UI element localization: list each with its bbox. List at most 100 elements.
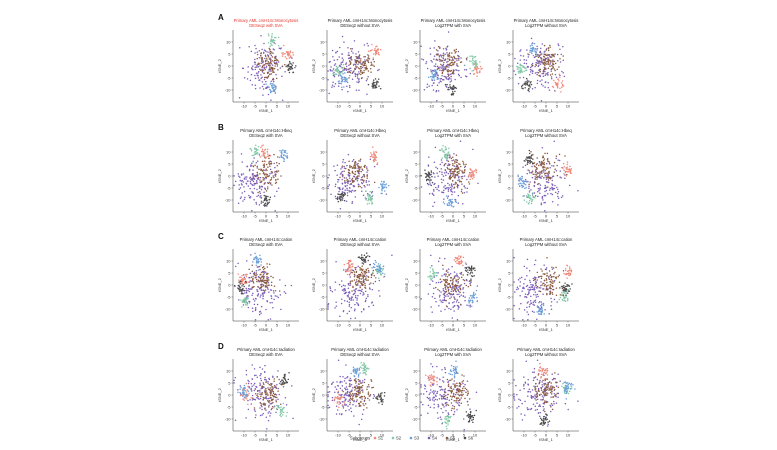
- point-s4: [447, 172, 450, 175]
- point-s5: [348, 77, 350, 79]
- point-s4: [536, 73, 538, 76]
- point-s5: [271, 407, 273, 410]
- point-s6: [342, 193, 344, 196]
- point-s2: [520, 67, 522, 70]
- point-s5: [533, 165, 536, 167]
- point-s5: [257, 393, 259, 395]
- point-s4: [353, 175, 355, 178]
- point-s4: [464, 75, 467, 77]
- point-s2: [254, 152, 257, 155]
- point-s5: [543, 173, 546, 175]
- point-s5: [542, 58, 545, 61]
- y-axis-label: tSNE_2: [217, 387, 222, 402]
- point-s3: [269, 91, 272, 94]
- point-s6: [238, 285, 241, 288]
- point-s5: [260, 283, 263, 286]
- point-s4: [270, 297, 273, 300]
- point-s3: [540, 313, 543, 315]
- point-s5: [452, 69, 455, 71]
- point-s2: [518, 72, 520, 74]
- point-s4: [433, 194, 435, 196]
- point-s2: [371, 198, 373, 201]
- point-s4: [463, 192, 466, 194]
- point-s4: [444, 53, 446, 56]
- point-s4: [251, 385, 253, 387]
- point-s4: [535, 62, 538, 64]
- point-s5: [449, 297, 451, 300]
- point-s4: [346, 189, 348, 191]
- point-s5: [542, 72, 545, 75]
- point-s6: [291, 67, 293, 69]
- point-s5: [542, 169, 544, 172]
- point-s5: [552, 165, 555, 167]
- point-s3: [268, 86, 270, 88]
- point-s5: [553, 275, 555, 278]
- point-s5: [281, 65, 284, 68]
- point-s5: [277, 59, 279, 62]
- point-s2: [368, 193, 371, 196]
- point-s4: [523, 282, 525, 285]
- point-s1: [245, 398, 248, 400]
- point-s4: [348, 86, 351, 89]
- point-s1: [565, 267, 567, 270]
- point-s4: [532, 196, 535, 198]
- point-s1: [374, 155, 377, 157]
- point-s3: [431, 73, 433, 75]
- point-s4: [525, 62, 528, 65]
- point-s5: [457, 65, 459, 67]
- point-s4: [433, 172, 435, 175]
- x-tick-label: -10: [241, 433, 248, 438]
- point-s5: [546, 257, 548, 259]
- point-s4: [329, 287, 332, 289]
- point-s5: [264, 182, 266, 185]
- y-tick-label: -5: [227, 294, 231, 299]
- point-s2: [472, 55, 474, 58]
- y-tick-label: -5: [321, 75, 325, 80]
- point-s5: [345, 167, 347, 170]
- point-s4: [538, 64, 540, 67]
- point-s3: [271, 87, 274, 90]
- point-s4: [342, 161, 344, 163]
- point-s5: [351, 280, 354, 282]
- point-s5: [270, 389, 272, 392]
- point-s6: [241, 288, 243, 291]
- point-s5: [265, 283, 268, 285]
- point-s4: [447, 163, 450, 165]
- point-s3: [525, 184, 527, 186]
- y-tick-label: 0: [415, 63, 418, 68]
- point-s5: [539, 173, 541, 175]
- point-s4: [339, 173, 342, 175]
- point-s2: [431, 277, 433, 279]
- point-s5: [457, 278, 459, 281]
- point-s4: [370, 191, 373, 194]
- point-s5: [468, 181, 470, 183]
- x-tick-label: 5: [556, 104, 559, 109]
- point-s3: [542, 304, 545, 307]
- point-s5: [358, 173, 360, 175]
- point-s1: [373, 154, 376, 157]
- point-s5: [264, 188, 267, 190]
- point-s4: [453, 165, 456, 167]
- point-s4: [443, 186, 445, 188]
- point-s4: [253, 198, 255, 201]
- point-s5: [262, 268, 265, 271]
- point-s5: [539, 54, 542, 56]
- point-s4: [250, 182, 252, 185]
- point-s5: [543, 163, 546, 166]
- point-s5: [444, 66, 447, 68]
- point-s5: [361, 71, 364, 74]
- point-s2: [527, 195, 530, 197]
- point-s5: [542, 288, 545, 290]
- point-s1: [350, 268, 352, 270]
- point-s4: [261, 76, 263, 79]
- point-s4: [234, 419, 237, 422]
- point-s4: [462, 203, 464, 205]
- point-s4: [430, 59, 432, 62]
- point-s4: [242, 200, 244, 202]
- point-s5: [349, 281, 352, 283]
- point-s3: [436, 78, 438, 81]
- point-s4: [347, 282, 350, 285]
- point-s4: [361, 288, 363, 291]
- point-s3: [542, 303, 545, 305]
- point-s4: [436, 172, 438, 174]
